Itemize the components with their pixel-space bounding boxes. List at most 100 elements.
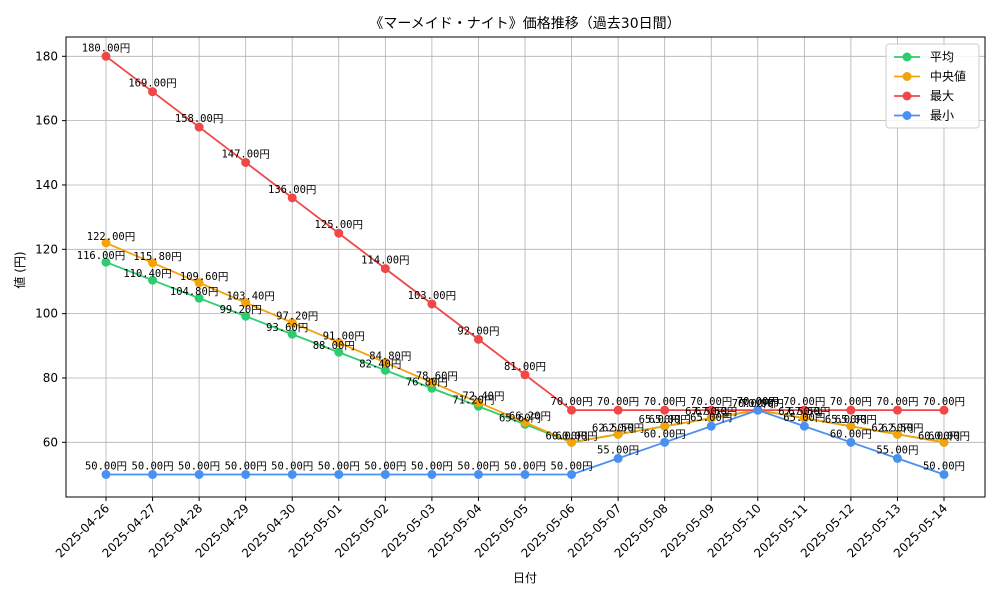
data-point — [846, 437, 856, 447]
data-label: 67.50円 — [695, 406, 737, 418]
data-label: 125.00円 — [315, 219, 363, 231]
data-label: 65.00円 — [690, 412, 732, 424]
data-label: 70.00円 — [876, 396, 918, 408]
data-label: 70.00円 — [783, 396, 825, 408]
data-label: 60.00円 — [556, 430, 598, 442]
data-point — [706, 413, 716, 423]
y-axis-title: 値 (円) — [12, 251, 27, 288]
data-label: 88.00円 — [313, 340, 355, 352]
y-tick-label: 120 — [35, 242, 58, 256]
data-point — [660, 405, 670, 415]
legend-marker — [902, 91, 912, 101]
data-point — [567, 437, 577, 447]
data-point — [660, 421, 670, 431]
data-label: 76.80円 — [406, 376, 448, 388]
data-label: 67.50円 — [788, 406, 830, 418]
data-point — [892, 429, 902, 439]
y-tick-label: 60 — [43, 435, 58, 449]
data-point — [194, 293, 204, 303]
data-label: 70.00円 — [644, 396, 686, 408]
data-point — [427, 377, 437, 387]
data-point — [101, 257, 111, 267]
data-point — [706, 421, 716, 431]
data-point — [241, 311, 251, 321]
legend-marker — [902, 52, 912, 62]
data-label: 50.00円 — [457, 460, 499, 472]
data-point — [520, 417, 530, 427]
data-label: 50.00円 — [85, 460, 127, 472]
y-tick-label: 180 — [35, 49, 58, 63]
data-point — [287, 318, 297, 328]
data-label: 114.00円 — [361, 255, 409, 267]
data-point — [520, 370, 530, 380]
chart-title: 《マーメイド・ナイト》価格推移（過去30日間） — [369, 16, 680, 32]
data-label: 70.00円 — [732, 398, 774, 410]
data-point — [287, 469, 297, 479]
data-label: 50.00円 — [225, 460, 267, 472]
data-label: 71.20円 — [452, 394, 494, 406]
data-label: 70.00円 — [830, 396, 872, 408]
data-point — [194, 278, 204, 288]
data-point — [380, 469, 390, 479]
data-label: 55.00円 — [597, 444, 639, 456]
data-label: 50.00円 — [271, 460, 313, 472]
data-label: 116.00円 — [77, 250, 125, 262]
data-label: 65.00円 — [639, 414, 681, 426]
data-point — [939, 437, 949, 447]
data-label: 147.00円 — [221, 148, 269, 160]
data-label: 180.00円 — [82, 42, 130, 54]
data-label: 70.00円 — [737, 396, 779, 408]
data-point — [148, 258, 158, 268]
x-axis-title: 日付 — [513, 571, 537, 585]
data-label: 60.00円 — [644, 428, 686, 440]
data-label: 109.60円 — [180, 271, 228, 283]
legend-marker — [902, 72, 912, 81]
data-label: 67.50円 — [778, 406, 820, 418]
data-label: 50.00円 — [923, 460, 965, 472]
legend-box — [885, 43, 980, 129]
data-point — [799, 413, 809, 423]
data-label: 65.00円 — [649, 414, 691, 426]
data-label: 97.20円 — [276, 311, 318, 323]
data-label: 99.20円 — [220, 304, 262, 316]
data-label: 62.50円 — [871, 422, 913, 434]
y-tick-label: 140 — [35, 178, 58, 192]
data-label: 70.00円 — [551, 396, 593, 408]
data-label: 103.00円 — [408, 290, 456, 302]
data-point — [799, 421, 809, 431]
data-label: 50.00円 — [132, 460, 174, 472]
data-point — [287, 193, 297, 203]
data-point — [846, 405, 856, 415]
data-label: 81.00円 — [504, 361, 546, 373]
data-point — [427, 469, 437, 479]
data-point — [427, 299, 437, 309]
data-label: 50.00円 — [318, 460, 360, 472]
data-point — [241, 469, 251, 479]
data-label: 92.00円 — [457, 325, 499, 337]
y-tick-label: 160 — [35, 114, 58, 128]
data-point — [148, 87, 158, 97]
series-lines — [101, 51, 949, 479]
data-point — [194, 122, 204, 132]
data-label: 65.00円 — [783, 412, 825, 424]
data-point — [334, 228, 344, 238]
data-label: 62.50円 — [881, 422, 923, 434]
data-label: 158.00円 — [175, 113, 223, 125]
data-label: 60.00円 — [830, 428, 872, 440]
data-point — [380, 365, 390, 375]
legend-label: 最小 — [930, 109, 954, 123]
data-label: 60.00円 — [918, 430, 960, 442]
data-label: 110.40円 — [123, 268, 171, 280]
legend-label: 最大 — [930, 89, 954, 103]
data-point — [101, 51, 111, 61]
data-point — [567, 469, 577, 479]
legend-label: 中央値 — [930, 69, 966, 84]
data-label: 70.00円 — [737, 396, 779, 408]
data-point — [334, 469, 344, 479]
data-point — [473, 469, 483, 479]
data-point — [334, 338, 344, 348]
data-point — [241, 298, 251, 308]
data-label: 103.40円 — [226, 291, 274, 303]
